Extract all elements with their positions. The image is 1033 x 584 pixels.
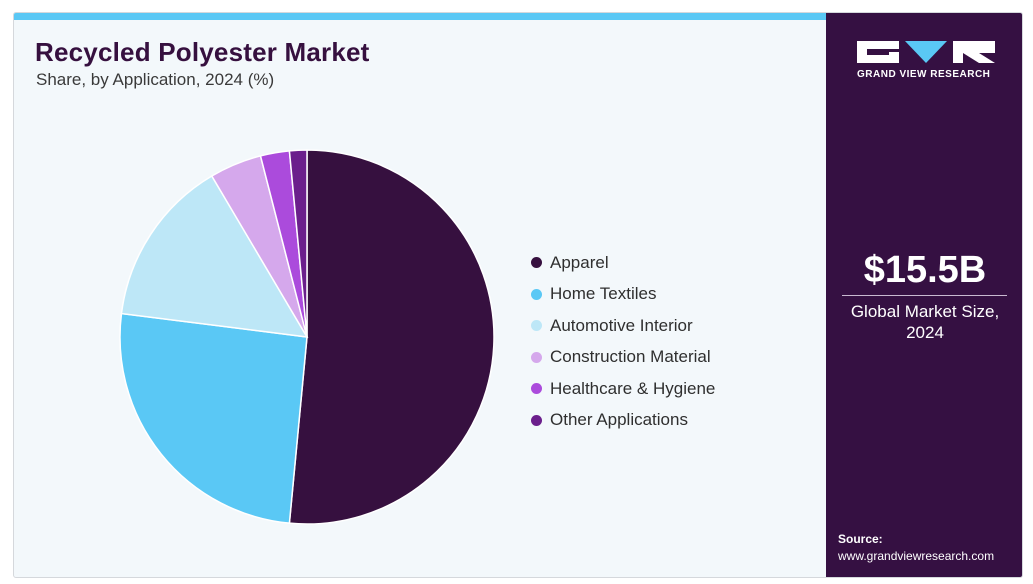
legend-label: Home Textiles [550, 284, 657, 304]
legend-item-healthcare-hygiene: Healthcare & Hygiene [531, 373, 715, 405]
market-size-label-line2: 2024 [906, 323, 944, 342]
legend-label: Construction Material [550, 347, 711, 367]
legend-item-other-applications: Other Applications [531, 405, 715, 437]
pie-slice-automotive-interior [120, 175, 309, 338]
legend-swatch [531, 351, 542, 363]
chart-title: Recycled Polyester Market [35, 37, 370, 67]
brand-name: GRAND VIEW RESEARCH [857, 69, 991, 80]
legend-item-automotive-interior: Automotive Interior [531, 310, 715, 342]
source-url: www.grandviewresearch.com [838, 549, 995, 563]
pie-slice-apparel [288, 149, 495, 525]
legend-swatch [531, 257, 542, 269]
legend-label: Automotive Interior [550, 315, 693, 335]
pie-slice-other-applications [288, 149, 308, 338]
legend-label: Healthcare & Hygiene [550, 378, 716, 398]
divider [842, 295, 1007, 296]
brand-logo: GRAND VIEW RESEARCH [857, 41, 995, 80]
source-note: Source: www.grandviewresearch.com [838, 531, 994, 565]
legend-item-home-textiles: Home Textiles [531, 279, 715, 311]
pie-chart [119, 149, 495, 525]
source-label: Source: [838, 532, 883, 546]
logo-g-icon [857, 41, 899, 63]
legend-swatch [531, 288, 542, 300]
logo-v-icon [905, 41, 947, 63]
chart-card: Recycled Polyester Market Share, by Appl… [13, 12, 1023, 578]
legend-swatch [531, 383, 542, 395]
legend-label: Other Applications [550, 410, 688, 430]
market-size-label: Global Market Size, 2024 [826, 301, 1022, 343]
logo-r-icon [953, 41, 995, 63]
market-size-value: $15.5B [863, 249, 987, 291]
chart-subtitle: Share, by Application, 2024 (%) [36, 70, 275, 89]
legend-item-apparel: Apparel [531, 247, 715, 279]
market-size-label-line1: Global Market Size, [850, 302, 1000, 321]
logo-mark-icon [857, 41, 995, 63]
top-accent-bar [14, 13, 826, 20]
legend-swatch [531, 414, 542, 426]
pie-slice-home-textiles [119, 312, 308, 524]
legend-swatch [531, 320, 542, 332]
sidebar-panel: GRAND VIEW RESEARCH $15.5B Global Market… [826, 13, 1022, 577]
chart-legend: Apparel Home Textiles Automotive Interior C… [531, 247, 715, 436]
legend-label: Apparel [550, 252, 609, 272]
legend-item-construction-material: Construction Material [531, 342, 715, 374]
